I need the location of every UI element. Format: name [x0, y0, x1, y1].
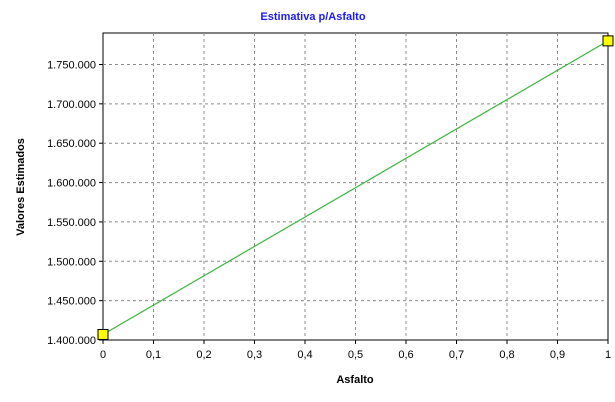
data-point	[602, 35, 614, 47]
x-tick-label: 0,6	[398, 349, 413, 361]
x-axis-label: Asfalto	[336, 374, 374, 386]
y-tick-label: 1.650.000	[47, 138, 96, 150]
y-tick-label: 1.750.000	[47, 59, 96, 71]
x-tick-label: 0,5	[348, 349, 363, 361]
x-tick-label: 0,8	[499, 349, 514, 361]
y-tick-label: 1.400.000	[47, 335, 96, 347]
data-point	[97, 328, 109, 340]
y-tick-label: 1.450.000	[47, 296, 96, 308]
x-tick-label: 0,1	[146, 349, 161, 361]
y-axis: 1.400.000 1.450.000 1.500.000 1.550.000 1.60…	[47, 59, 103, 347]
y-tick-label: 1.700.000	[47, 99, 96, 111]
x-tick-label: 0,4	[297, 349, 312, 361]
plot-area	[102, 32, 609, 341]
x-tick-label: 0,3	[247, 349, 262, 361]
grid-layer	[103, 33, 608, 340]
y-tick-label: 1.500.000	[47, 256, 96, 268]
series-line	[102, 40, 609, 336]
x-axis: 0 0,1 0,2 0,3 0,4 0,5 0,6 0,7 0,8 0,9 1	[100, 340, 611, 361]
series-layer	[97, 35, 614, 340]
y-axis-label: Valores Estimados	[15, 138, 27, 236]
y-tick-label: 1.550.000	[47, 217, 96, 229]
x-tick-label: 0,9	[550, 349, 565, 361]
x-tick-label: 0,7	[449, 349, 464, 361]
y-tick-label: 1.600.000	[47, 178, 96, 190]
x-tick-label: 1	[605, 349, 611, 361]
chart-title: Estimativa p/Asfalto	[260, 11, 365, 23]
x-tick-label: 0	[100, 349, 106, 361]
x-tick-label: 0,2	[196, 349, 211, 361]
